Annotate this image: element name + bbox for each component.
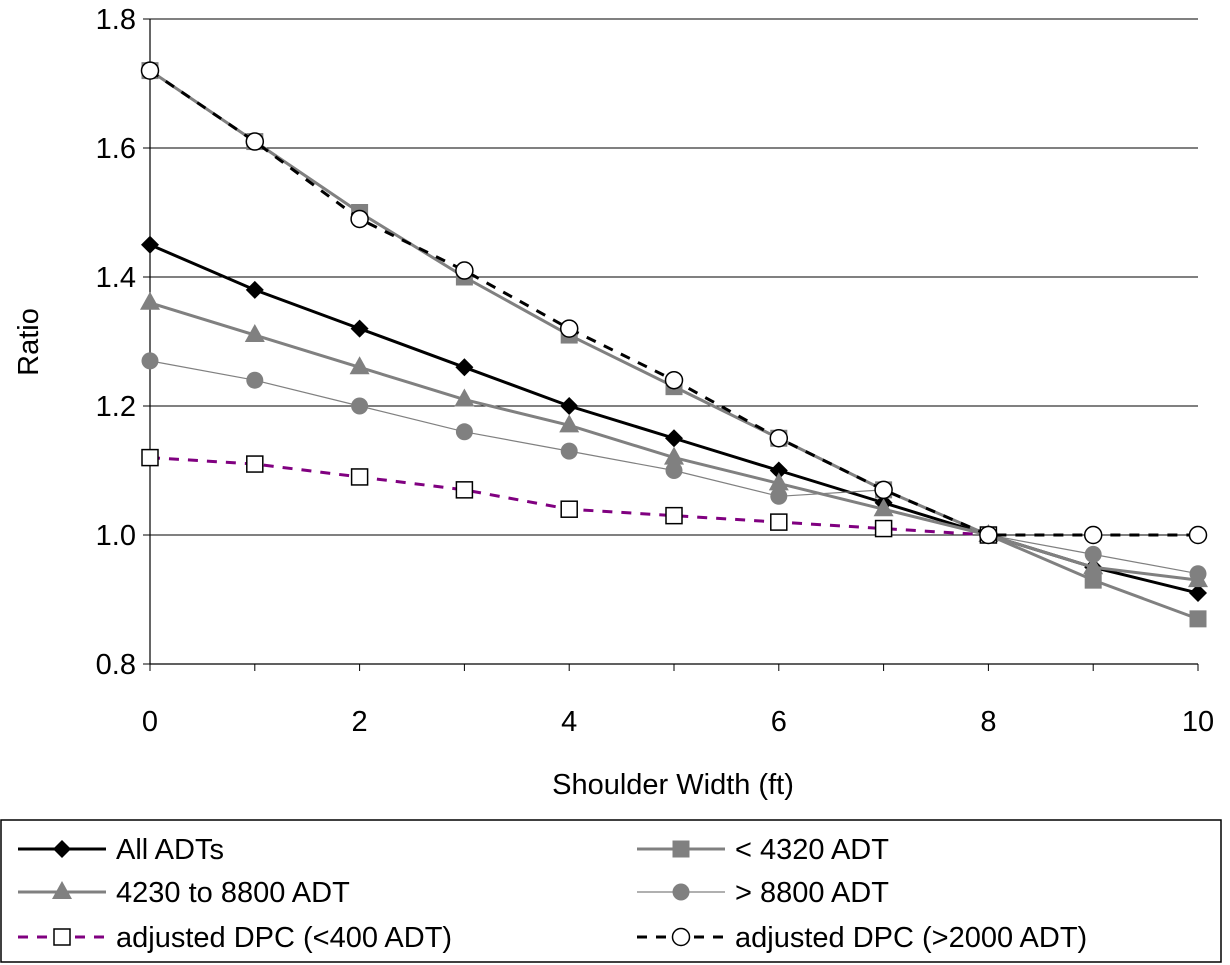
data-point (141, 352, 159, 370)
data-point (350, 468, 369, 486)
x-axis-title: Shoulder Width (ft) (552, 769, 794, 801)
legend-label: All ADTs (116, 834, 224, 866)
data-point (1189, 584, 1207, 603)
series-5 (140, 61, 1208, 545)
series-4 (141, 448, 998, 544)
legend-label: adjusted DPC (<400 ADT) (116, 922, 452, 954)
data-point (874, 519, 893, 538)
x-tick-label: 0 (142, 706, 158, 738)
data-point (664, 446, 684, 465)
legend-label: adjusted DPC (>2000 ADT) (735, 922, 1087, 954)
legend-marker (53, 928, 71, 946)
x-tick-label: 6 (771, 706, 787, 738)
data-point (244, 324, 265, 343)
data-point (560, 397, 579, 415)
data-point (141, 448, 159, 467)
legend-marker (53, 840, 71, 858)
plot-series (140, 61, 1208, 628)
legend-item: adjusted DPC (<400 ADT) (18, 922, 452, 954)
y-tick-label: 1.2 (96, 391, 136, 423)
data-point (246, 455, 264, 473)
data-point (665, 462, 683, 479)
data-point (560, 500, 578, 518)
data-point (874, 480, 893, 500)
legend: All ADTs < 4320 ADT 4230 to 8800 ADT > 8800… (18, 834, 1087, 954)
data-point (455, 481, 474, 499)
data-point (141, 235, 159, 254)
legend-marker (52, 881, 72, 899)
series-line (149, 243, 1199, 595)
data-point (664, 370, 684, 390)
data-point (979, 525, 998, 545)
data-point (770, 487, 788, 505)
y-tick-label: 1.6 (96, 133, 136, 165)
data-point (665, 506, 683, 525)
y-tick-label: 1.0 (96, 520, 136, 552)
data-point (559, 414, 580, 433)
data-point (1189, 610, 1207, 628)
data-point (454, 388, 475, 407)
data-point (349, 356, 370, 375)
data-point (769, 461, 788, 480)
legend-item: adjusted DPC (>2000 ADT) (637, 922, 1087, 954)
y-tick-label: 1.8 (96, 4, 136, 36)
data-point (873, 498, 894, 517)
data-point (455, 423, 473, 441)
data-point (350, 209, 369, 229)
data-point (245, 132, 265, 151)
data-point (665, 429, 683, 448)
data-point (768, 472, 789, 491)
data-point (140, 291, 160, 310)
data-point (559, 319, 579, 338)
data-point (246, 371, 264, 389)
data-point (1084, 571, 1102, 589)
data-point (769, 429, 789, 448)
legend-item: 4230 to 8800 ADT (18, 877, 350, 909)
data-point (455, 358, 474, 377)
series-line (149, 69, 1199, 621)
series-1 (141, 62, 1207, 628)
x-tick-label: 10 (1182, 706, 1214, 738)
legend-label: 4230 to 8800 ADT (116, 877, 350, 909)
x-tick-label: 8 (980, 706, 996, 738)
legend-item: > 8800 ADT (637, 877, 889, 909)
data-point (560, 442, 578, 460)
y-axis-title: Ratio (13, 308, 45, 376)
legend-marker (672, 883, 690, 901)
legend-item: < 4320 ADT (637, 834, 889, 866)
tick-labels: 0.8 1.0 1.2 1.4 1.6 1.8 0 2 4 6 8 10 (96, 4, 1214, 738)
x-tick-label: 2 (352, 706, 368, 738)
data-point (1189, 565, 1207, 583)
legend-marker (672, 840, 690, 858)
data-point (1188, 525, 1208, 545)
data-point (455, 261, 474, 280)
data-point (351, 397, 369, 415)
legend-item: All ADTs (18, 834, 224, 866)
legend-box (0, 819, 1222, 963)
data-point (1083, 556, 1104, 575)
axes (143, 18, 1199, 671)
legend-label: < 4320 ADT (735, 834, 889, 866)
data-point (140, 61, 160, 80)
legend-marker (671, 927, 691, 947)
y-tick-label: 1.4 (96, 262, 136, 294)
legend-label: > 8800 ADT (735, 877, 889, 909)
data-point (1083, 525, 1103, 545)
x-tick-label: 4 (561, 706, 577, 738)
series-0 (141, 235, 1207, 603)
y-tick-label: 0.8 (96, 649, 136, 681)
data-point (350, 319, 369, 338)
data-point (770, 513, 788, 531)
data-point (1084, 545, 1102, 563)
data-point (245, 280, 264, 299)
